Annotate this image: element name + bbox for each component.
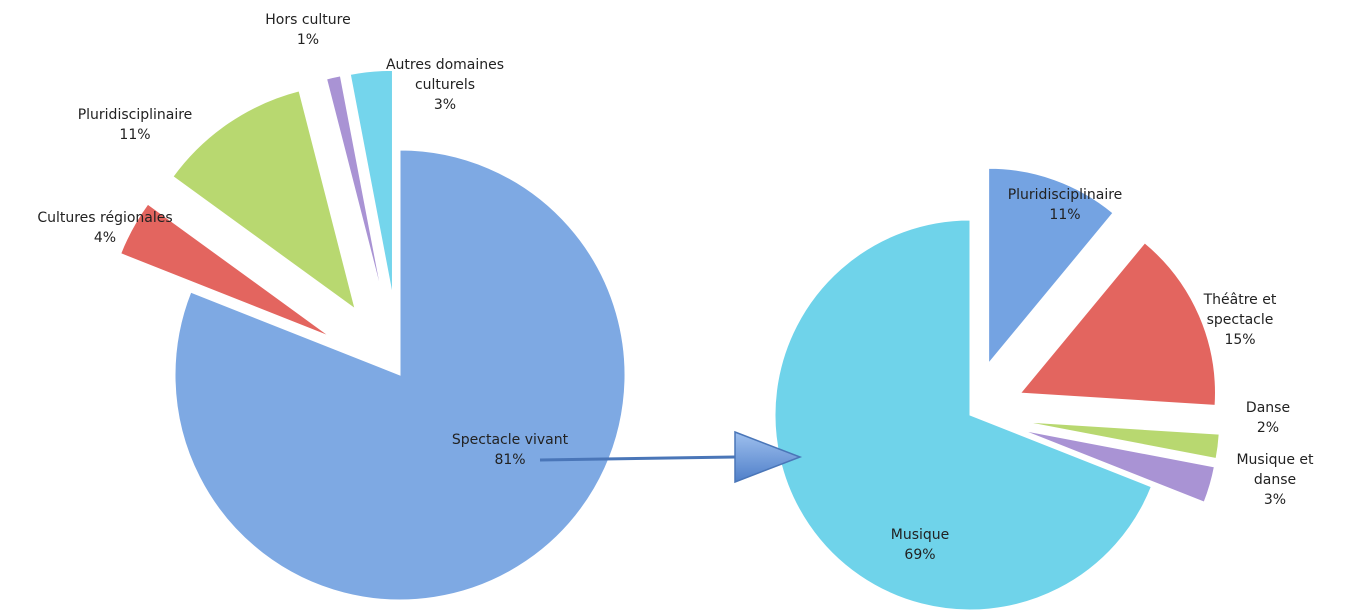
category-label: Autres domaines culturels <box>385 57 505 93</box>
pie-slice <box>774 219 1152 611</box>
slice-label: Spectacle vivant 81% <box>452 430 568 470</box>
pie-slice <box>1024 421 1220 460</box>
pie-slice <box>172 90 356 311</box>
value-label: 1% <box>296 32 320 48</box>
category-label: Théâtre et spectacle <box>1203 292 1277 328</box>
value-label: 11% <box>119 127 151 143</box>
value-label: 3% <box>433 97 457 113</box>
category-label: Cultures régionales <box>37 210 173 226</box>
pie-slice <box>988 167 1114 365</box>
pie-slice <box>349 69 393 296</box>
slice-label: Musique et danse 3% <box>1233 450 1317 510</box>
category-label: Spectacle vivant <box>451 432 569 448</box>
connector-arrow <box>539 430 803 484</box>
pie-slice <box>1019 242 1216 406</box>
slice-label: Pluridisciplinaire 11% <box>1008 185 1123 225</box>
pie-slice <box>174 149 626 601</box>
slice-label: Cultures régionales 4% <box>37 208 172 248</box>
value-label: 11% <box>1049 207 1081 223</box>
value-label: 69% <box>904 547 936 563</box>
slice-label: Autres domaines culturels 3% <box>370 55 520 115</box>
value-label: 3% <box>1263 492 1287 508</box>
category-label: Hors culture <box>265 12 351 28</box>
value-label: 15% <box>1224 332 1256 348</box>
slice-label: Musique 69% <box>891 525 950 565</box>
slice-label: Hors culture 1% <box>265 10 350 50</box>
pie-slice <box>120 203 331 337</box>
slice-label: Pluridisciplinaire 11% <box>78 105 193 145</box>
pie-slice <box>1022 429 1215 503</box>
slice-label: Danse 2% <box>1246 398 1290 438</box>
slice-label: Théâtre et spectacle 15% <box>1181 290 1300 350</box>
value-label: 2% <box>1256 420 1280 436</box>
category-label: Pluridisciplinaire <box>1007 187 1123 203</box>
category-label: Danse <box>1245 400 1291 416</box>
pie-slice <box>325 75 384 298</box>
category-label: Musique <box>890 527 950 543</box>
value-label: 4% <box>93 230 117 246</box>
category-label: Musique et danse <box>1236 452 1314 488</box>
category-label: Pluridisciplinaire <box>77 107 193 123</box>
value-label: 81% <box>494 452 526 468</box>
